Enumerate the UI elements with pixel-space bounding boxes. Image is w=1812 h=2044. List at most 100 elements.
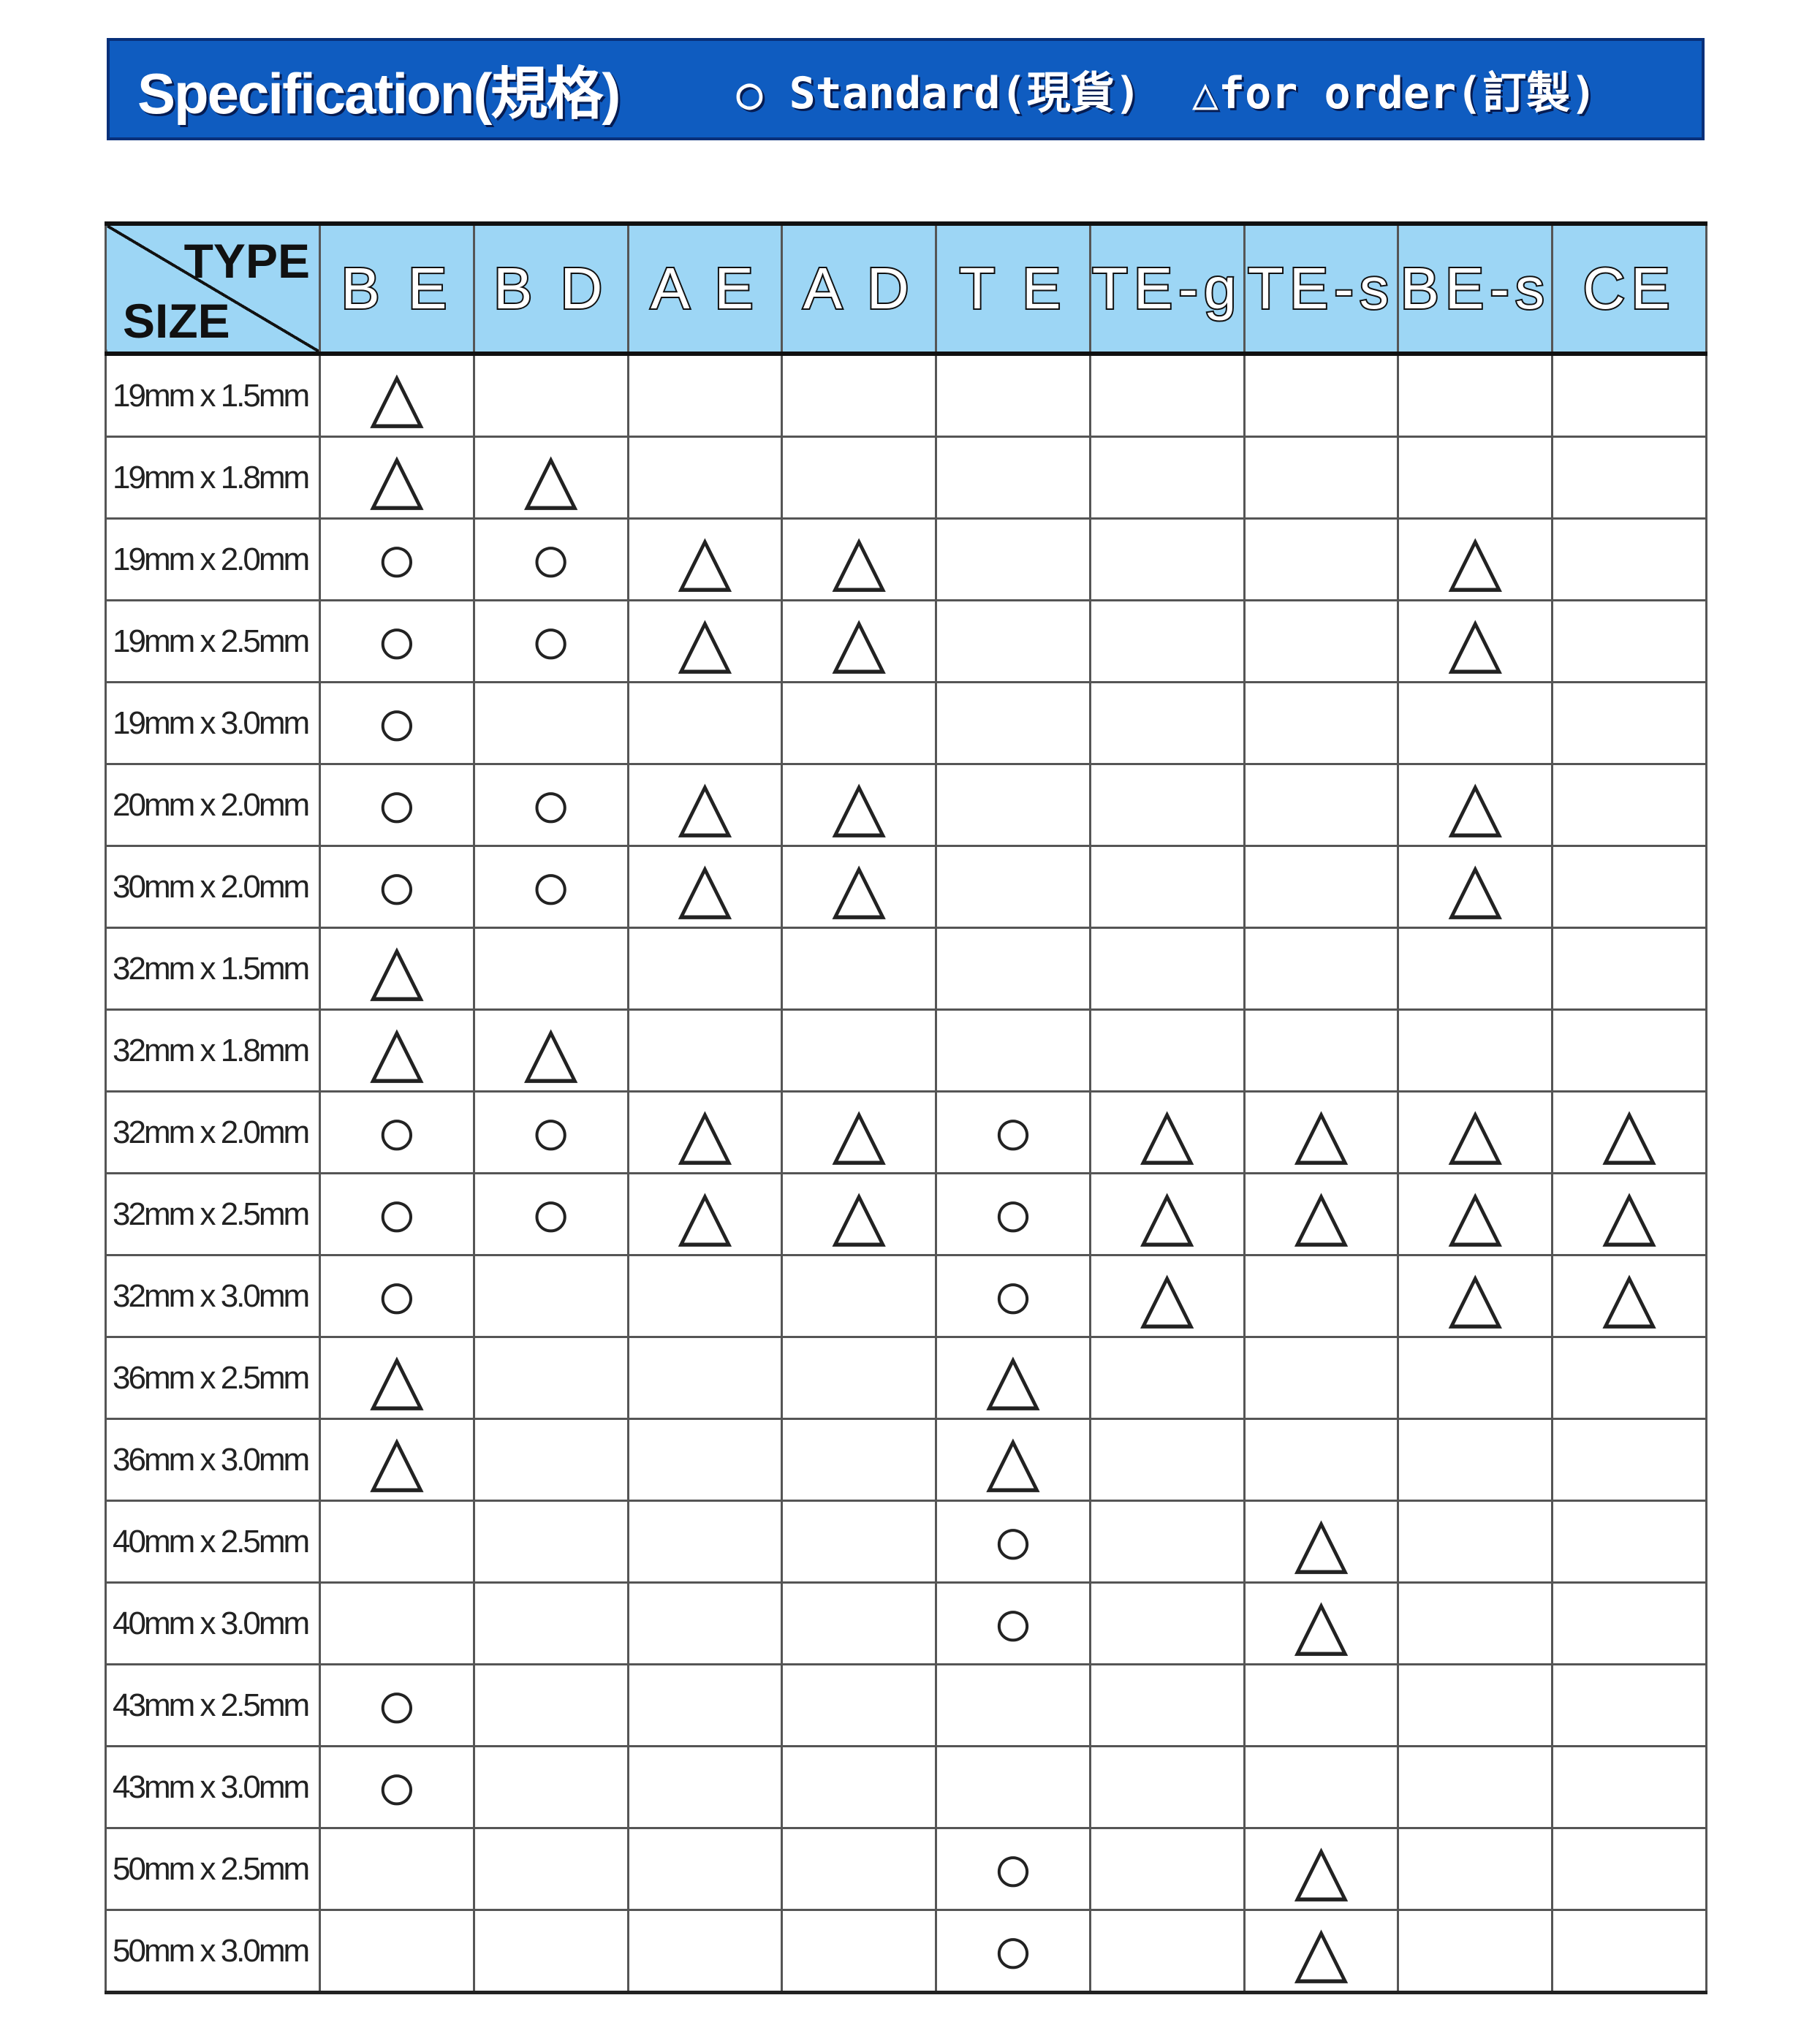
- empty-cell: [1088, 1418, 1246, 1502]
- empty-cell: [781, 1418, 938, 1502]
- for-order-mark-cell: △: [935, 1336, 1091, 1420]
- legend-standard: ○ Standard(現貨): [736, 67, 1141, 119]
- for-order-mark-cell: △: [1551, 1090, 1707, 1174]
- empty-cell: [319, 1581, 475, 1665]
- for-order-mark-cell: △: [781, 1090, 938, 1174]
- for-order-mark-cell: △: [626, 599, 784, 683]
- empty-cell: [1551, 599, 1707, 683]
- empty-cell: [781, 436, 938, 520]
- empty-cell: [781, 1008, 938, 1093]
- empty-cell: [781, 1663, 938, 1747]
- for-order-mark-cell: △: [1243, 1172, 1400, 1256]
- spec-banner: Specification(規格) ○ Standard(現貨) △for or…: [107, 38, 1705, 140]
- size-cell: 50mm x 2.5mm: [105, 1827, 321, 1911]
- empty-cell: [1243, 845, 1400, 929]
- empty-cell: [1088, 681, 1246, 765]
- empty-cell: [1397, 1336, 1554, 1420]
- standard-mark-cell: ○: [319, 1663, 475, 1747]
- for-order-mark-cell: △: [1243, 1827, 1400, 1911]
- legend-for-order: △for order(訂製): [1191, 67, 1597, 119]
- for-order-mark-cell: △: [472, 436, 629, 520]
- for-order-mark-cell: △: [1397, 1090, 1554, 1174]
- empty-cell: [1088, 1500, 1246, 1584]
- table-row: 40mm x 3.0mm ○ △: [105, 1581, 1707, 1665]
- empty-cell: [1243, 681, 1400, 765]
- size-cell: 19mm x 1.5mm: [105, 352, 321, 438]
- empty-cell: [472, 927, 629, 1011]
- for-order-mark-cell: △: [626, 1090, 784, 1174]
- standard-mark-cell: ○: [935, 1909, 1091, 1994]
- standard-mark-cell: ○: [319, 599, 475, 683]
- standard-mark-cell: ○: [935, 1581, 1091, 1665]
- for-order-mark-cell: △: [1397, 1172, 1554, 1256]
- empty-cell: [1088, 352, 1246, 438]
- empty-cell: [1551, 1500, 1707, 1584]
- empty-cell: [1243, 1663, 1400, 1747]
- for-order-mark-cell: △: [1551, 1254, 1707, 1338]
- banner-title: Specification(規格): [137, 61, 621, 126]
- column-header: TE-s: [1243, 222, 1400, 355]
- column-header: TE-g: [1088, 222, 1246, 355]
- empty-cell: [1397, 1500, 1554, 1584]
- empty-cell: [781, 1745, 938, 1829]
- empty-cell: [1088, 927, 1246, 1011]
- for-order-mark-cell: △: [626, 845, 784, 929]
- standard-mark-cell: ○: [319, 1254, 475, 1338]
- standard-mark-cell: ○: [319, 763, 475, 847]
- standard-mark-cell: ○: [472, 517, 629, 601]
- empty-cell: [626, 436, 784, 520]
- column-header: CE: [1551, 222, 1707, 355]
- table-row: 19mm x 2.5mm ○ ○ △ △ △: [105, 599, 1707, 683]
- column-header: A E: [626, 222, 784, 355]
- column-header: B E: [319, 222, 475, 355]
- for-order-mark-cell: △: [1397, 845, 1554, 929]
- empty-cell: [1397, 927, 1554, 1011]
- corner-header: TYPE SIZE: [105, 222, 321, 355]
- empty-cell: [626, 352, 784, 438]
- empty-cell: [1088, 436, 1246, 520]
- standard-mark-cell: ○: [935, 1090, 1091, 1174]
- empty-cell: [319, 1827, 475, 1911]
- table-row: 19mm x 3.0mm ○: [105, 681, 1707, 765]
- empty-cell: [781, 927, 938, 1011]
- table-row: 32mm x 2.0mm ○ ○ △ △ ○ △ △ △ △: [105, 1090, 1707, 1174]
- for-order-mark-cell: △: [781, 845, 938, 929]
- for-order-mark-cell: △: [626, 1172, 784, 1256]
- empty-cell: [1551, 436, 1707, 520]
- for-order-mark-cell: △: [319, 352, 475, 438]
- table-body: 19mm x 1.5mm △ 19mm x 1.8mm △ △ 19mm x 2.0mm ○…: [105, 352, 1707, 1994]
- empty-cell: [626, 1008, 784, 1093]
- size-cell: 36mm x 3.0mm: [105, 1418, 321, 1502]
- empty-cell: [1243, 352, 1400, 438]
- table-row: 36mm x 3.0mm △ △: [105, 1418, 1707, 1502]
- empty-cell: [781, 1581, 938, 1665]
- empty-cell: [1397, 1909, 1554, 1994]
- for-order-mark-cell: △: [1397, 517, 1554, 601]
- empty-cell: [626, 1418, 784, 1502]
- size-cell: 32mm x 3.0mm: [105, 1254, 321, 1338]
- empty-cell: [1088, 1008, 1246, 1093]
- for-order-mark-cell: △: [319, 436, 475, 520]
- size-cell: 36mm x 2.5mm: [105, 1336, 321, 1420]
- standard-mark-cell: ○: [472, 1172, 629, 1256]
- empty-cell: [935, 763, 1091, 847]
- empty-cell: [626, 1500, 784, 1584]
- legend: ○ Standard(現貨) △for order(訂製): [736, 58, 1596, 121]
- empty-cell: [1551, 1336, 1707, 1420]
- empty-cell: [781, 681, 938, 765]
- empty-cell: [472, 1254, 629, 1338]
- size-cell: 43mm x 2.5mm: [105, 1663, 321, 1747]
- empty-cell: [319, 1909, 475, 1994]
- empty-cell: [781, 1500, 938, 1584]
- empty-cell: [1243, 517, 1400, 601]
- empty-cell: [1088, 1663, 1246, 1747]
- empty-cell: [935, 1663, 1091, 1747]
- for-order-mark-cell: △: [1243, 1909, 1400, 1994]
- empty-cell: [626, 1827, 784, 1911]
- for-order-mark-cell: △: [781, 517, 938, 601]
- empty-cell: [1243, 599, 1400, 683]
- for-order-mark-cell: △: [1243, 1090, 1400, 1174]
- standard-mark-cell: ○: [472, 845, 629, 929]
- column-header: BE-s: [1397, 222, 1554, 355]
- empty-cell: [781, 352, 938, 438]
